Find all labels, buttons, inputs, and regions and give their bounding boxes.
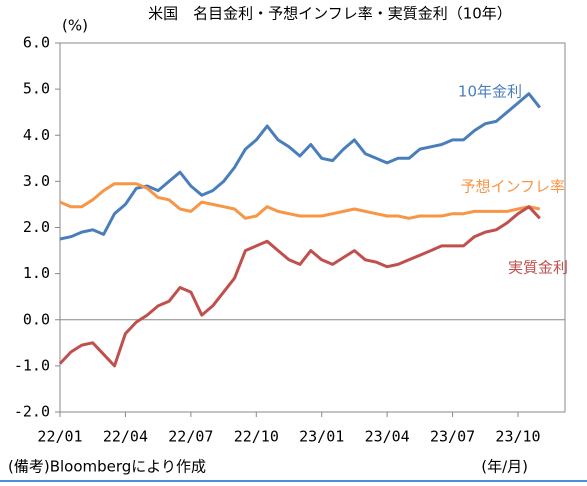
footnote: (備考)Bloombergにより作成 [8,458,206,476]
series-label: 予想インフレ率 [460,178,565,196]
x-tick-label: 22/04 [103,428,148,446]
chart-title: 米国 名目金利・予想インフレ率・実質金利（10年） [148,5,512,23]
y-tick-label: 6.0 [23,34,50,52]
series-label: 実質金利 [508,259,568,277]
y-tick-label: 0.0 [23,310,50,328]
y-tick-label: 1.0 [23,264,50,282]
x-tick-label: 22/01 [37,428,82,446]
series-line [58,205,541,368]
y-unit: (%) [62,17,88,35]
y-tick-label: 2.0 [23,218,50,236]
x-tick-label: 22/10 [234,428,279,446]
y-tick-label: 4.0 [23,126,50,144]
x-tick-label: 23/10 [495,428,540,446]
series-label: 10年金利 [458,83,522,101]
x-unit: (年/月) [481,458,528,476]
y-tick-label: -1.0 [14,356,50,374]
x-tick-label: 22/07 [168,428,213,446]
y-tick-label: -2.0 [14,403,50,421]
x-tick-label: 23/01 [299,428,344,446]
series-line [59,182,541,220]
x-tick-label: 23/07 [430,428,475,446]
x-tick-label: 23/04 [365,428,410,446]
series-line [59,92,541,241]
y-tick-label: 3.0 [23,172,50,190]
y-tick-label: 5.0 [23,80,50,98]
